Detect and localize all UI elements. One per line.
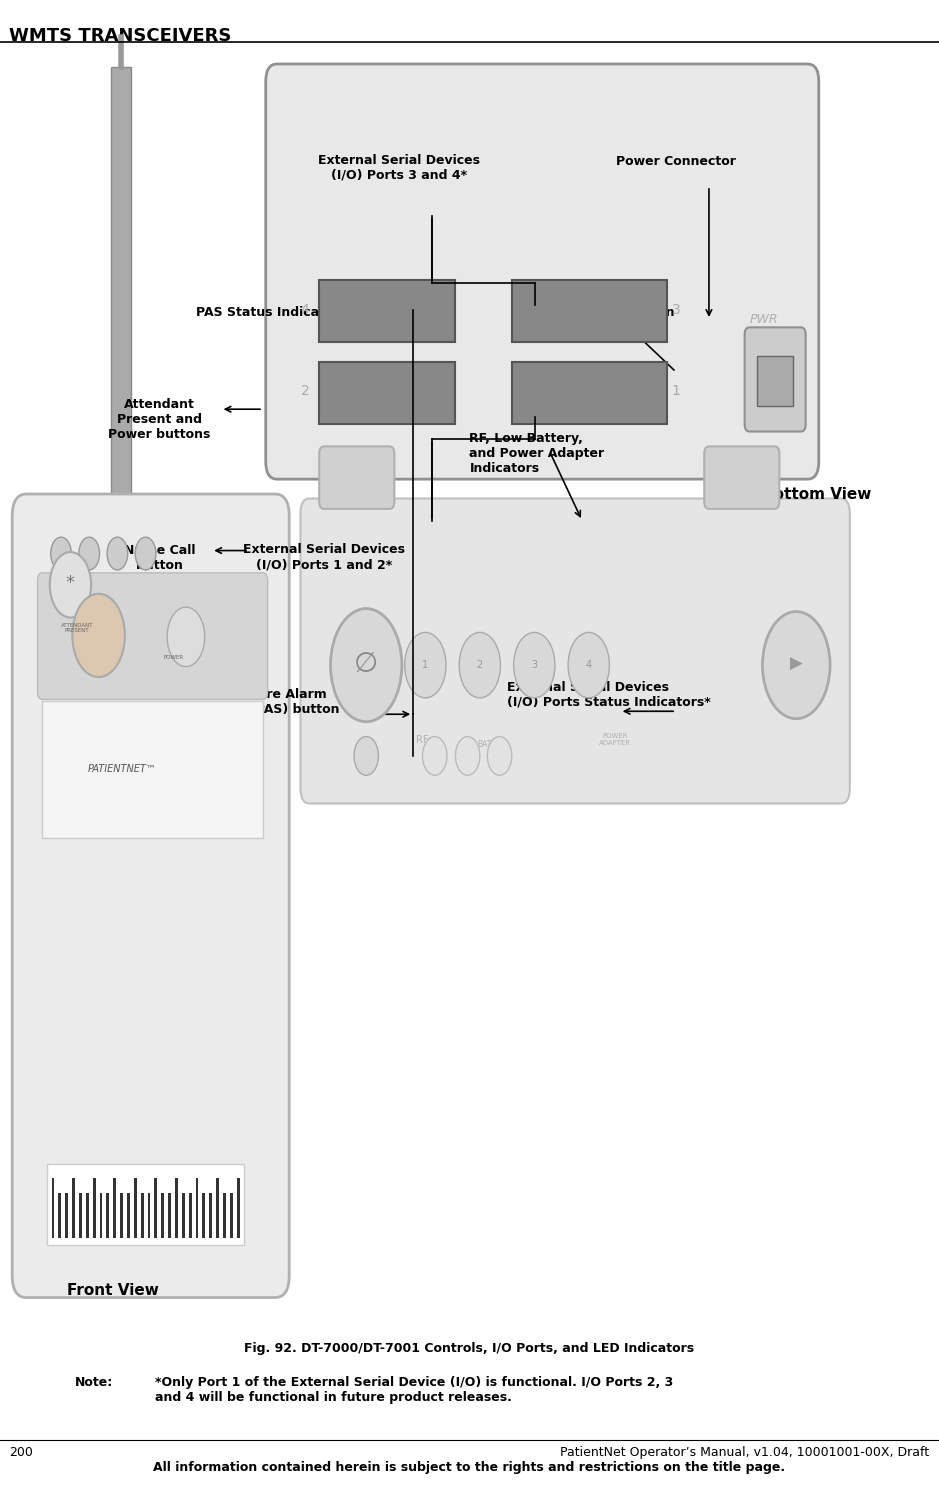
Text: PATIENTNET™: PATIENTNET™ [87,765,157,774]
Text: Nurse Call
button: Nurse Call button [124,545,195,571]
Bar [93,1178,96,1238]
Text: PWR: PWR [749,314,777,326]
Text: *Only Port 1 of the External Serial Device (I/O) is functional. I/O Ports 2, 3
a: *Only Port 1 of the External Serial Devi… [155,1376,673,1405]
Text: External Serial Devices
(I/O) Ports Status Indicators*: External Serial Devices (I/O) Ports Stat… [507,682,711,708]
Bar [319,280,455,342]
Bar [134,1178,137,1238]
Circle shape [51,537,71,570]
Circle shape [135,537,156,570]
Bar [175,1178,177,1238]
Bar [319,362,455,424]
Text: Remote Record button: Remote Record button [516,307,675,318]
Bar [162,1193,164,1238]
Circle shape [354,737,378,775]
Circle shape [331,609,402,722]
Text: RF: RF [416,735,429,744]
Circle shape [167,607,205,667]
Text: Front View: Front View [67,1283,159,1298]
FancyBboxPatch shape [745,327,806,432]
Text: RF, Low Battery,
and Power Adapter
Indicators: RF, Low Battery, and Power Adapter Indic… [470,432,605,475]
Bar [230,1193,233,1238]
Text: Power Connector: Power Connector [616,155,736,168]
Text: 200: 200 [9,1446,33,1460]
Bar [168,1193,171,1238]
Text: 2: 2 [300,384,310,399]
Circle shape [50,552,91,618]
Circle shape [568,632,609,698]
Circle shape [455,737,480,775]
Bar [100,1193,102,1238]
Bar [757,356,793,406]
Circle shape [72,594,125,677]
Text: External Serial Devices
(I/O) Ports 3 and 4*: External Serial Devices (I/O) Ports 3 an… [318,153,480,182]
Text: Fig. 92. DT-7000/DT-7001 Controls, I/O Ports, and LED Indicators: Fig. 92. DT-7000/DT-7001 Controls, I/O P… [244,1342,695,1356]
Text: BATT: BATT [477,740,496,748]
Text: 4: 4 [300,302,310,317]
Circle shape [459,632,500,698]
Bar [111,67,131,744]
Text: 1: 1 [671,384,681,399]
Bar [223,1193,225,1238]
Text: 3: 3 [531,661,537,670]
Bar [203,1193,206,1238]
Bar [195,1178,198,1238]
Text: ATTENDANT
PRESENT: ATTENDANT PRESENT [61,622,93,634]
Bar [182,1193,185,1238]
Circle shape [423,737,447,775]
Bar [147,1193,150,1238]
Bar [66,1193,69,1238]
Text: WMTS TRANSCEIVERS: WMTS TRANSCEIVERS [9,27,232,45]
Text: ∅: ∅ [354,650,378,677]
Circle shape [79,537,100,570]
FancyBboxPatch shape [704,446,779,509]
Bar [209,1193,212,1238]
Bar [42,701,263,838]
Circle shape [762,612,830,719]
Text: PAS Status Indicator: PAS Status Indicator [196,307,339,318]
Bar [106,1193,109,1238]
Circle shape [514,632,555,698]
Bar [72,1178,75,1238]
Bar [154,1178,158,1238]
Bar [79,1193,82,1238]
Bar [512,362,667,424]
Text: 1: 1 [423,661,428,670]
Text: 2: 2 [477,661,483,670]
Circle shape [107,537,128,570]
Bar [216,1178,219,1238]
Circle shape [487,737,512,775]
Bar [189,1193,192,1238]
Text: 3: 3 [671,302,681,317]
Text: All information contained herein is subject to the rights and restrictions on th: All information contained herein is subj… [153,1461,786,1475]
FancyBboxPatch shape [266,64,819,479]
Text: POWER: POWER [163,655,184,661]
Bar [114,1178,116,1238]
Text: Attendant
Present and
Power buttons: Attendant Present and Power buttons [108,399,211,440]
Text: External Serial Devices
(I/O) Ports 1 and 2*: External Serial Devices (I/O) Ports 1 an… [243,543,405,571]
Text: Note:: Note: [75,1376,114,1390]
FancyBboxPatch shape [12,494,289,1298]
Bar [127,1193,130,1238]
FancyBboxPatch shape [38,573,268,699]
Text: Bottom View: Bottom View [762,487,871,501]
Bar [120,1193,123,1238]
FancyBboxPatch shape [319,446,394,509]
Bar [47,1164,244,1245]
Text: POWER
ADAPTER: POWER ADAPTER [599,734,631,745]
Bar [52,1178,54,1238]
Text: Procedure Alarm
Silence (PAS) button: Procedure Alarm Silence (PAS) button [195,689,340,716]
Text: PatientNet Operator’s Manual, v1.04, 10001001-00X, Draft: PatientNet Operator’s Manual, v1.04, 100… [561,1446,930,1460]
Bar [512,280,667,342]
Circle shape [405,632,446,698]
Text: ▶: ▶ [790,655,803,673]
Bar [86,1193,89,1238]
Text: *: * [66,574,75,592]
Bar [237,1178,239,1238]
Text: 4: 4 [586,661,592,670]
Bar [141,1193,144,1238]
Bar [58,1193,61,1238]
FancyBboxPatch shape [300,498,850,804]
